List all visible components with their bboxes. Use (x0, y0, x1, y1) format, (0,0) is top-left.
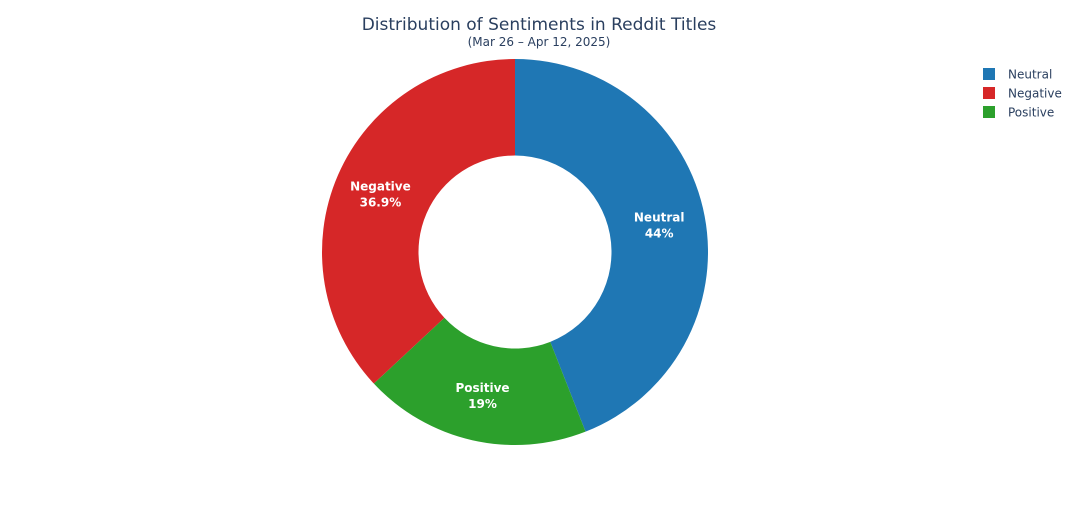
slice-label-positive: Positive (455, 381, 509, 395)
slice-label-negative: Negative (350, 179, 411, 193)
slice-negative[interactable] (322, 59, 515, 384)
legend-item-positive[interactable]: Positive (983, 106, 1054, 120)
legend-item-negative[interactable]: Negative (983, 87, 1062, 101)
slice-positive[interactable] (373, 317, 586, 446)
legend-label-negative: Negative (1008, 87, 1062, 101)
legend-item-neutral[interactable]: Neutral (983, 68, 1052, 82)
legend: Neutral Negative Positive (983, 68, 1062, 120)
chart-subtitle: (Mar 26 – Apr 12, 2025) (468, 35, 611, 49)
slice-percent-positive: 19% (468, 397, 497, 411)
slice-neutral[interactable] (515, 59, 708, 432)
donut-slices (322, 59, 708, 446)
slice-percent-negative: 36.9% (360, 195, 402, 209)
slice-labels: Neutral 44% Positive 19% Negative 36.9% (350, 179, 684, 411)
slice-label-neutral: Neutral (634, 211, 685, 225)
legend-label-neutral: Neutral (1008, 68, 1052, 82)
chart-title: Distribution of Sentiments in Reddit Tit… (362, 15, 717, 35)
legend-swatch-positive (983, 106, 995, 118)
legend-swatch-neutral (983, 68, 995, 80)
legend-swatch-negative (983, 87, 995, 99)
legend-label-positive: Positive (1008, 106, 1054, 120)
slice-percent-neutral: 44% (645, 227, 674, 241)
